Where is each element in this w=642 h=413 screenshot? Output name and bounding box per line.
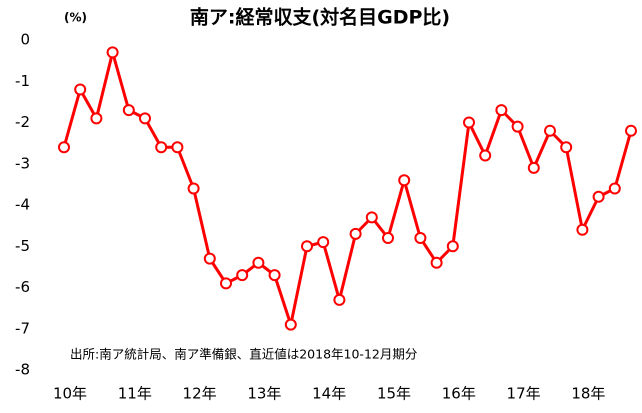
data-point [317, 236, 330, 249]
y-tick-label: -2 [15, 113, 30, 131]
data-point [560, 141, 573, 154]
data-point [495, 104, 508, 117]
data-point [414, 232, 427, 244]
data-point [268, 269, 281, 282]
y-tick-label: -7 [15, 319, 30, 337]
data-point [171, 141, 184, 154]
data-point [284, 318, 297, 331]
data-point [122, 104, 135, 117]
data-point [90, 112, 103, 125]
x-tick-label: 15年 [377, 385, 411, 403]
x-tick-label: 18年 [571, 385, 605, 403]
y-tick-label: 0 [20, 31, 30, 49]
x-tick-label: 10年 [53, 385, 87, 403]
x-tick-label: 14年 [312, 385, 346, 403]
x-tick-label: 16年 [442, 385, 476, 403]
data-point [430, 256, 443, 269]
data-point [544, 124, 556, 137]
annotation: 出所:南ア統計局、南ア準備銀、直近値は2018年10-12月期分 [70, 347, 417, 362]
x-tick-label: 17年 [507, 385, 541, 403]
data-point [139, 112, 151, 125]
data-point [398, 174, 411, 187]
y-tick-label: -5 [15, 237, 30, 255]
data-point [74, 83, 87, 96]
data-point [365, 211, 378, 224]
x-tick-label: 12年 [183, 385, 217, 403]
data-point [446, 240, 459, 253]
data-point [236, 269, 249, 282]
data-point [106, 46, 119, 59]
data-point [382, 232, 394, 244]
data-point [479, 149, 492, 162]
data-point [608, 182, 621, 195]
data-point [576, 223, 589, 236]
data-point [625, 124, 637, 137]
y-tick-label: -8 [15, 361, 30, 379]
data-point [187, 182, 200, 195]
data-point [155, 141, 168, 154]
y-tick-label: -6 [15, 278, 30, 296]
data-point [252, 256, 265, 269]
x-tick-label: 11年 [118, 385, 152, 403]
y-tick-label: -3 [15, 154, 30, 172]
series-line [62, 50, 633, 327]
data-point [511, 120, 524, 133]
data-point [58, 141, 70, 154]
chart-title: 南ア:経常収支(対名目GDP比) [190, 6, 450, 29]
data-point [592, 190, 605, 203]
x-tick-label: 13年 [247, 385, 281, 403]
y-axis-label: (%) [64, 11, 87, 25]
data-point [527, 161, 540, 174]
data-point [463, 116, 475, 129]
data-point [349, 227, 362, 240]
data-point [333, 293, 346, 306]
data-point [203, 252, 216, 265]
data-point [301, 240, 313, 253]
data-point [220, 277, 232, 290]
y-tick-label: -4 [15, 196, 30, 214]
y-tick-label: -1 [15, 72, 30, 90]
